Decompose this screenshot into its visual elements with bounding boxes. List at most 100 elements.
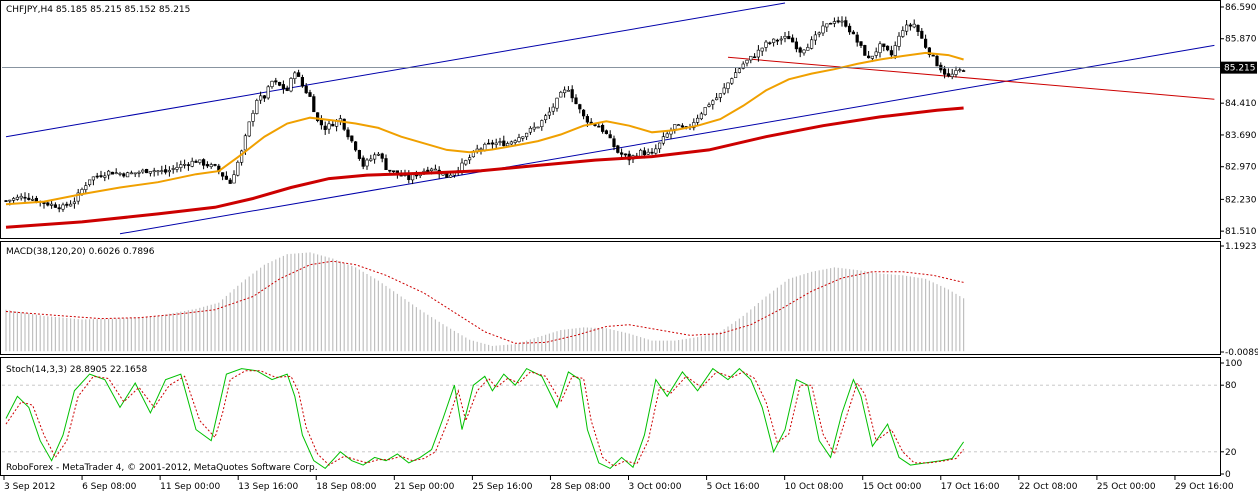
stoch-tick-label: 100 [1225,359,1242,369]
candle-bear [391,170,396,173]
candle-bear [589,121,593,124]
candle-bull [156,170,160,173]
time-tick-label: 11 Sep 00:00 [160,482,220,492]
candle-bull [813,34,817,41]
candle-bear [597,125,601,128]
candle-bull [714,97,719,101]
candle-bull [718,93,722,98]
candle-bear [946,73,950,77]
candle-bear [787,35,791,40]
candle-bear [228,179,232,184]
candle-bear [612,138,616,147]
candle-bear [205,164,210,167]
price-panel-title: CHFJPY,H4 85.185 85.215 85.152 85.215 [6,5,190,15]
ma-fast-line [5,51,964,206]
candle-bull [198,159,202,163]
candle-bull [809,39,814,49]
candle-bull [779,38,783,41]
time-tick-label: 3 Sep 2012 [4,482,55,492]
time-tick-label: 28 Sep 08:00 [550,482,610,492]
candle-bull [190,160,194,167]
candle-bear [855,34,859,43]
time-axis: 3 Sep 2012 6 Sep 08:00 11 Sep 00:00 13 Sep … [3,476,1234,492]
candle-bull [783,36,787,39]
candle-bull [293,72,297,80]
candle-bear [319,119,324,126]
candle-bull [692,122,696,129]
candle-bull [559,91,563,98]
candle-bear [863,45,867,56]
candle-bull [179,164,183,168]
time-tick-label: 13 Sep 16:00 [238,482,298,492]
candle-bull [148,171,153,174]
candle-bear [616,145,620,153]
candle-bear [574,97,578,105]
candle-bear [920,30,924,39]
stoch-main-path [5,367,965,470]
candle-bear [585,116,589,123]
candle-bull [209,164,213,167]
candle-bull [103,175,107,178]
candle-bull [433,168,438,171]
candle-bear [768,42,772,44]
candle-bull [806,47,810,51]
macd-signal-path [5,260,964,344]
candle-bull [874,51,878,56]
candle-bull [15,196,20,200]
candle-bear [866,55,871,59]
candle-bull [369,158,373,161]
time-tick-label: 22 Oct 08:00 [1019,482,1078,492]
macd-tick-label: 1.1923 [1225,242,1257,252]
candle-bear [346,129,350,138]
macd-tick-label: -0.0089 [1225,348,1258,358]
candle-bull [126,172,130,178]
candle-bull [372,154,377,160]
macd-signal-line [5,260,964,344]
candle-bull [733,72,738,79]
candle-bear [221,172,225,177]
stoch-axis: 100 80 20 0 [1220,359,1242,480]
candle-bull [825,23,829,28]
candle-bull [513,140,517,143]
candle-bear [486,142,491,145]
candle-bear [110,171,114,175]
candle-bull [12,198,16,201]
stoch-panel-title: Stoch(14,3,3) 28.8905 22.1658 [6,365,147,375]
candle-bear [490,142,495,145]
candle-bear [600,124,605,132]
candle-bear [46,202,50,206]
candle-bull [133,172,137,175]
candle-bear [350,135,354,142]
candle-bull [327,123,331,130]
candle-bull [737,68,741,73]
candle-bull [551,106,555,112]
candle-bear [164,169,168,173]
candle-bear [790,37,795,43]
candle-bull [646,151,650,155]
price-panel-frame [0,0,1221,239]
macd-panel-title: MACD(38,120,20) 0.6026 0.7896 [6,247,155,257]
macd-histogram [5,252,965,352]
candle-bull [49,203,54,206]
candle-bear [502,140,506,147]
candle-bull [464,160,468,165]
candle-bull [870,55,874,59]
candle-bull [532,126,536,130]
candle-bear [300,77,305,87]
candle-bear [353,141,358,151]
candle-bull [255,100,259,114]
price-tick-label: 83.690 [1225,131,1257,141]
candle-bull [897,35,901,47]
candle-bull [749,55,753,61]
candle-bull [901,30,905,37]
candle-bull [72,201,76,204]
candle-bull [30,199,35,201]
candle-bear [570,89,574,99]
candle-bear [935,55,939,67]
candle-bull [84,185,88,190]
candle-bull [543,115,548,121]
ma-slow-line [5,106,964,229]
candle-bull [764,41,768,48]
candle-bear [578,104,582,110]
candle-bear [122,173,126,177]
